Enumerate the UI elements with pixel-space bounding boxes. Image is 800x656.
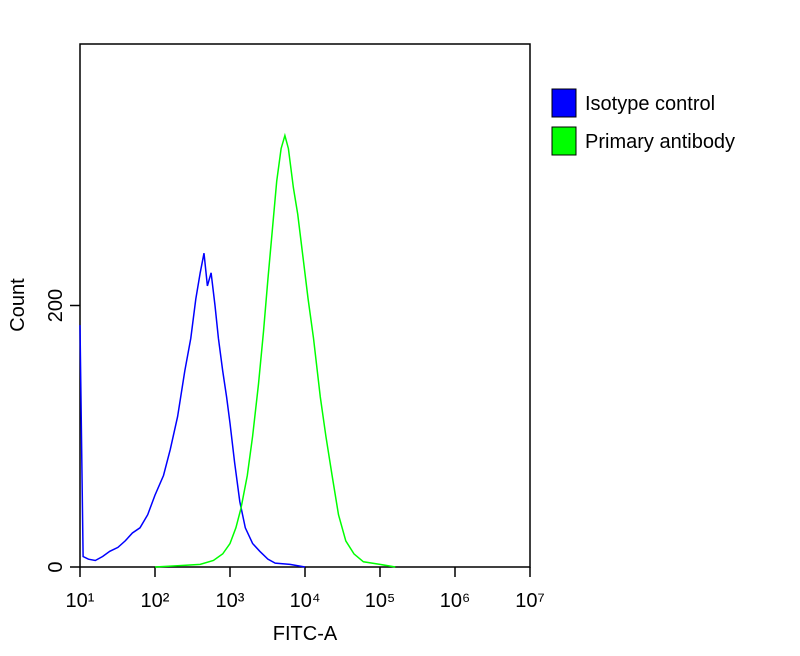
x-tick-label: 10⁵ <box>365 590 396 612</box>
y-axis-label: Count <box>7 278 29 332</box>
x-tick-label: 10³ <box>216 590 245 612</box>
legend-label: Isotype control <box>585 93 715 115</box>
x-tick-label: 10¹ <box>66 590 95 612</box>
plot-frame <box>79 43 531 568</box>
legend-label: Primary antibody <box>585 131 735 153</box>
y-tick-label: 0 <box>45 561 67 572</box>
x-tick-label: 10² <box>141 590 170 612</box>
x-tick-label: 10⁷ <box>515 590 544 612</box>
y-tick-label: 200 <box>45 289 67 322</box>
series-line <box>79 253 306 568</box>
x-tick-label: 10⁶ <box>440 590 470 612</box>
legend-swatch <box>551 88 577 118</box>
x-axis-label: FITC-A <box>273 623 338 645</box>
legend-swatch <box>551 126 577 156</box>
series-line <box>154 132 396 568</box>
x-tick-label: 10⁴ <box>290 590 321 612</box>
